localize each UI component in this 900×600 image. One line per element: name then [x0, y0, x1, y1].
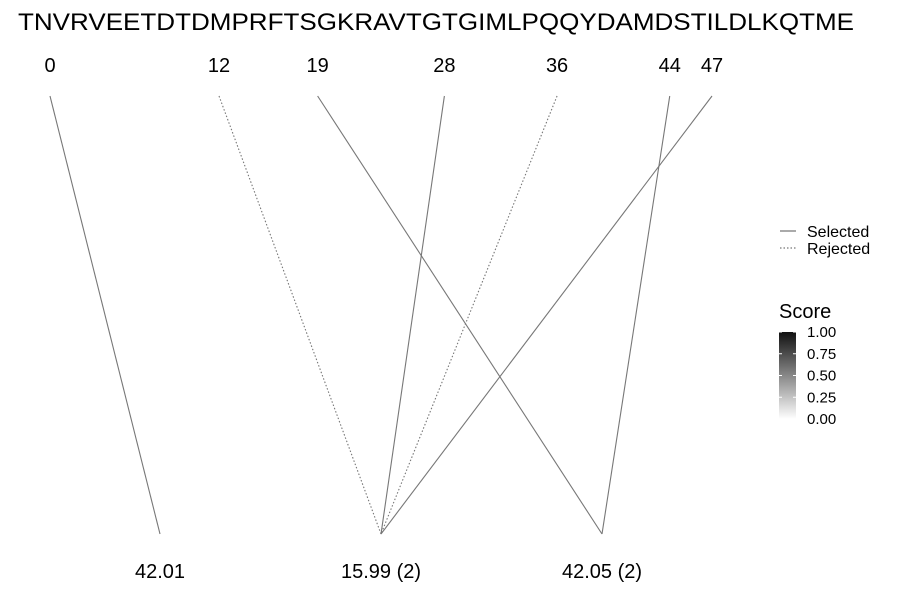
score-title: Score [779, 301, 831, 323]
sequence-label: TNVRVEETDTDMPRFTSGKRAVTGTGIMLPQQYDAMDSTI… [18, 9, 854, 36]
top-position-ticks: 0 12 19 28 36 44 47 [44, 55, 723, 77]
top-tick-label: 47 [701, 55, 723, 77]
selected-link-line [380, 95, 713, 535]
selected-link-line [601, 95, 671, 535]
top-tick-label: 44 [659, 55, 681, 77]
bottom-mass-label: 42.05 (2) [562, 561, 642, 583]
score-colorbar: Score 1.00 0.75 0.50 0.25 0.00 [779, 301, 836, 428]
score-tick-label: 0.75 [807, 346, 836, 363]
fragment-links [49, 95, 713, 535]
top-tick-label: 19 [306, 55, 328, 77]
score-tick-label: 1.00 [807, 324, 836, 341]
top-tick-label: 28 [433, 55, 455, 77]
bottom-mass-label: 15.99 (2) [341, 561, 421, 583]
rejected-link-line [218, 95, 382, 535]
top-tick-label: 0 [44, 55, 55, 77]
bottom-mass-label: 42.01 [135, 561, 185, 583]
line-type-legend: Selected Rejected [780, 224, 870, 258]
score-gradient-bar [779, 332, 796, 419]
top-tick-label: 12 [208, 55, 230, 77]
score-tick-label: 0.50 [807, 368, 836, 385]
selected-link-line [49, 95, 161, 535]
bottom-mass-labels: 42.01 15.99 (2) 42.05 (2) [135, 561, 642, 583]
legend-rejected-label: Rejected [807, 241, 870, 258]
score-tick-label: 0.25 [807, 389, 836, 406]
selected-link-line [380, 95, 445, 535]
rejected-link-line [380, 95, 558, 535]
top-tick-label: 36 [546, 55, 568, 77]
selected-link-line [317, 95, 603, 535]
score-tick-label: 0.00 [807, 411, 836, 428]
legend-selected-label: Selected [807, 224, 869, 241]
score-ticks: 1.00 0.75 0.50 0.25 0.00 [779, 324, 836, 428]
